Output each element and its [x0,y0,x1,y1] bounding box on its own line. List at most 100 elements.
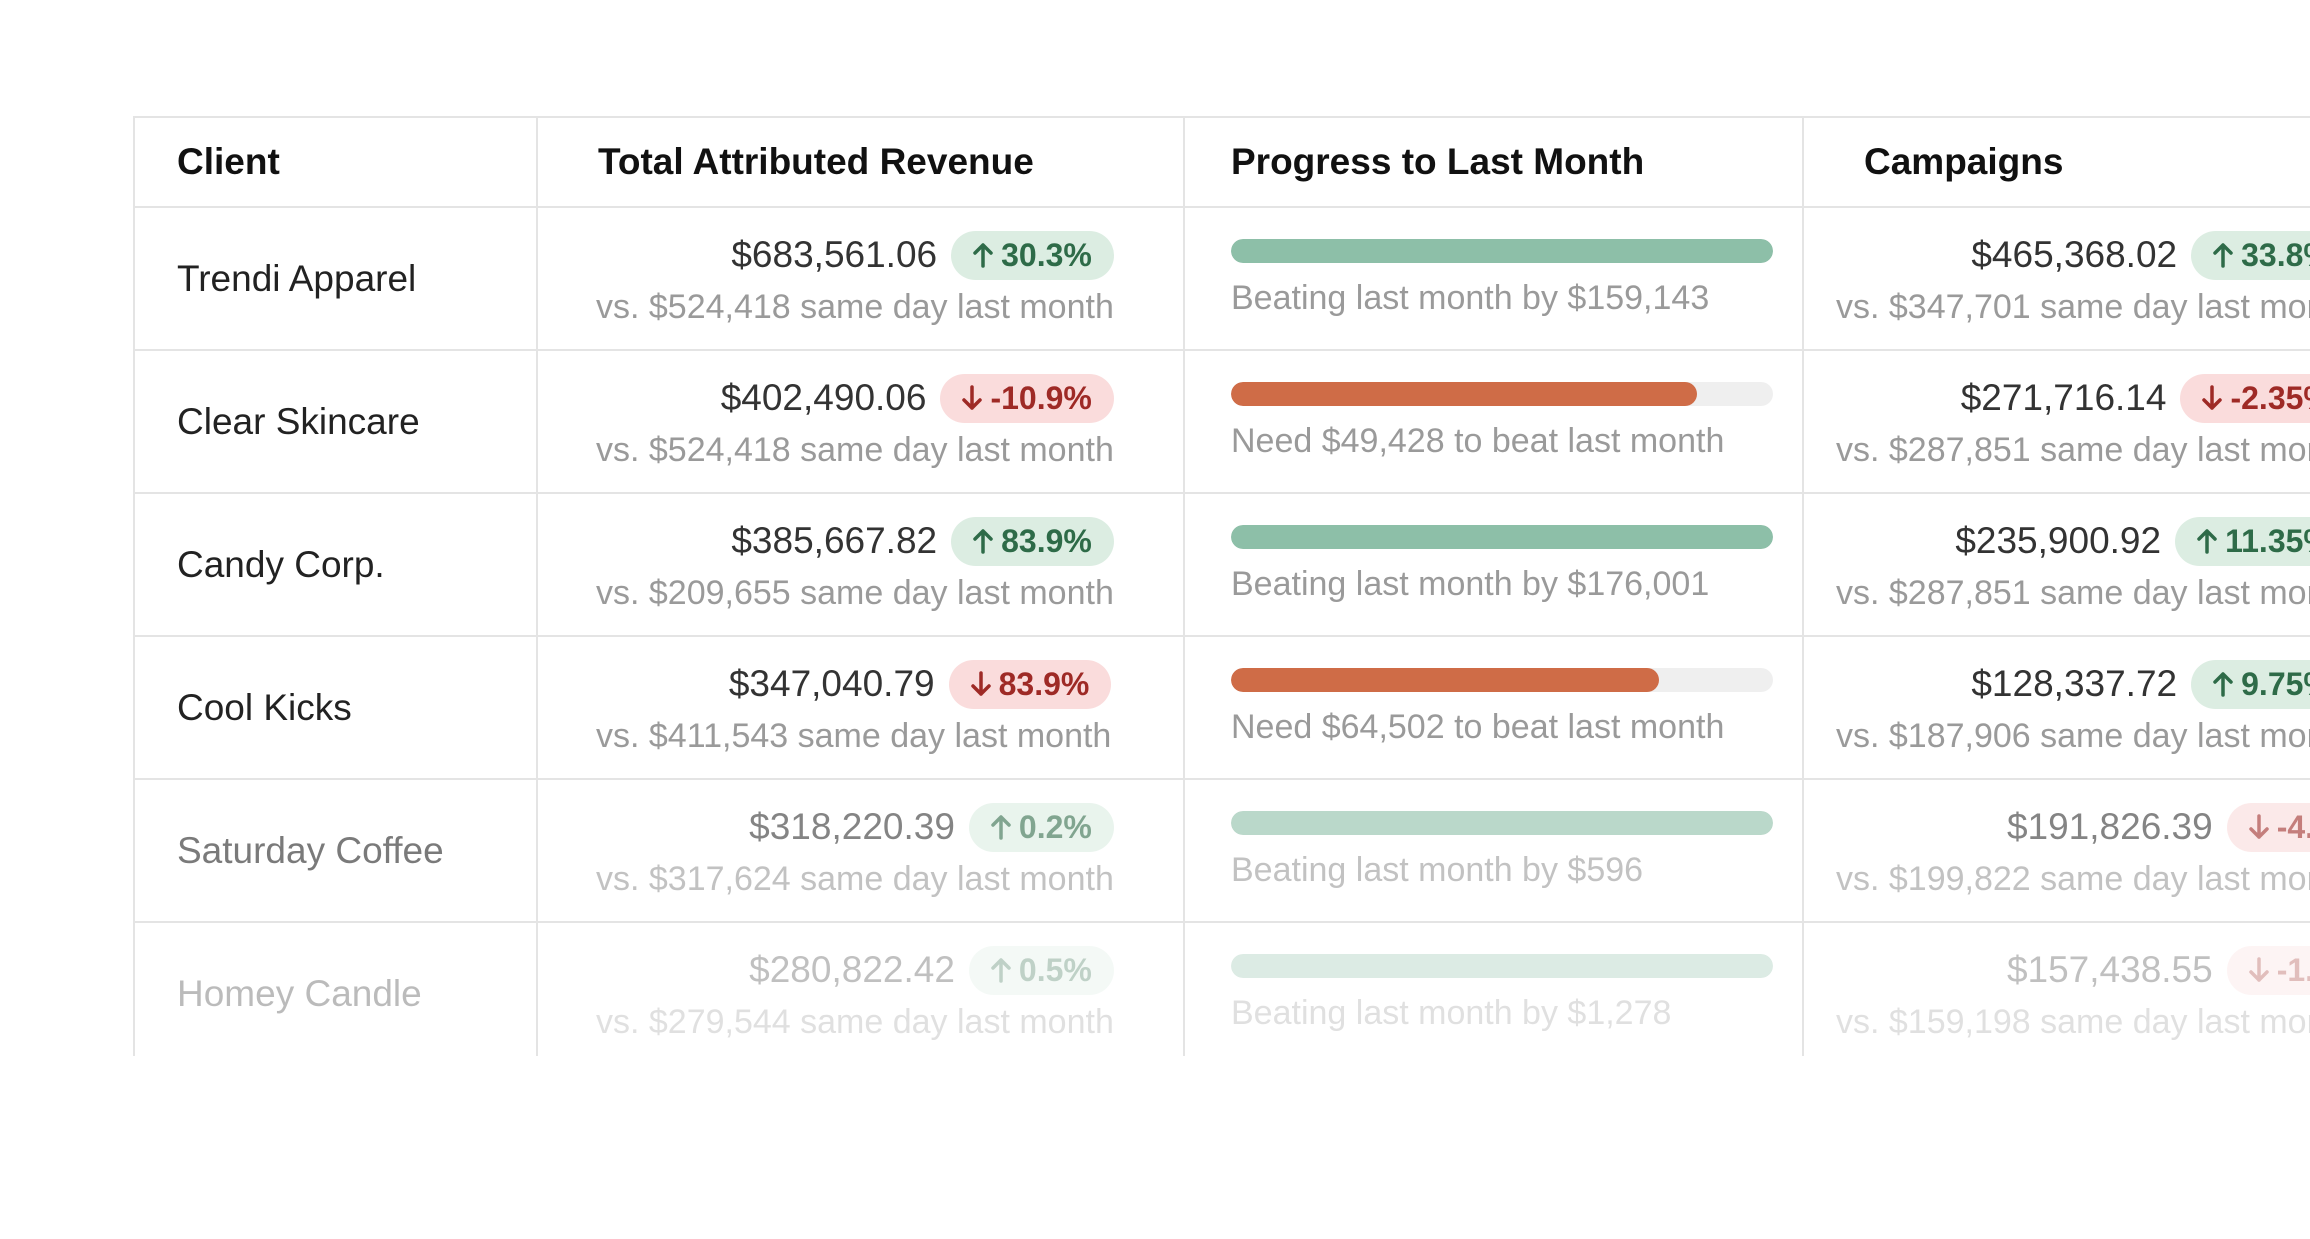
progress: Beating last month by $596 [1231,811,1801,890]
progress-fill [1231,382,1698,406]
trend-arrow [2248,814,2269,839]
trend-arrow [2202,385,2223,410]
change-badge: 33.8% [2191,230,2310,280]
client-table: Client Total Attributed Revenue Progress… [133,116,2310,1056]
metric-line: $191,826.39 -4.0 [2006,802,2310,852]
metric-stack: $271,716.14 -2.35% vs. $287,851 same day l… [1836,373,2310,470]
trend-arrow [970,671,991,696]
metric-stack: $402,490.06 -10.9% vs. $524,418 same day l… [596,373,1114,470]
change-badge: -1.1 [2226,945,2310,995]
comparison-text: vs. $317,624 same day last month [596,859,1114,898]
metric-line: $157,438.55 -1.1 [2006,945,2310,995]
change-text: -1.1 [2276,951,2310,988]
trend-arrow [973,243,993,268]
progress-fill [1231,954,1773,978]
campaigns-cell: $235,900.92 11.35% vs. $287,851 same day l… [1802,492,2310,637]
metric-value: $271,716.14 [1960,377,2167,418]
metric-line: $280,822.42 0.5% [749,945,1114,995]
client-name: Trendi Apparel [177,257,417,299]
change-text: 0.5% [1018,951,1092,988]
change-text: -10.9% [990,379,1092,416]
metric-value: $683,561.06 [731,234,938,275]
trend-arrow [2213,243,2233,268]
progress-track [1231,239,1773,263]
comparison-text: vs. $524,418 same day last month [596,287,1114,326]
progress-track [1231,668,1773,692]
metric-stack: $347,040.79 83.9% vs. $411,543 same day la… [596,659,1112,756]
progress-fill [1231,525,1773,549]
header-row: Client Total Attributed Revenue Progress… [133,116,2310,208]
progress: Need $64,502 to beat last month [1231,668,1801,747]
progress-cell: Beating last month by $176,001 [1183,492,1804,637]
progress-fill [1231,811,1773,835]
campaigns-cell: $191,826.39 -4.0 vs. $199,822 same day las… [1802,778,2310,923]
client-cell: Clear Skincare [133,349,538,494]
metric-value: $191,826.39 [2006,806,2213,847]
revenue-cell: $347,040.79 83.9% vs. $411,543 same day la… [536,635,1185,780]
table-row: Clear Skincare $402,490.06 -10.9% vs. $524,… [133,349,2310,494]
change-badge: 83.9% [951,516,1114,566]
revenue-cell: $318,220.39 0.2% vs. $317,624 same day las… [536,778,1185,923]
metric-value: $318,220.39 [749,806,955,847]
change-text: 11.35% [2225,522,2310,559]
campaigns-cell: $271,716.14 -2.35% vs. $287,851 same day l… [1802,349,2310,494]
client-name: Cool Kicks [177,686,352,728]
client-name: Clear Skincare [177,400,420,442]
client-name: Homey Candle [177,972,422,1014]
progress-note: Beating last month by $176,001 [1231,565,1710,603]
progress-note: Beating last month by $596 [1231,851,1644,889]
change-badge: -10.9% [940,373,1114,423]
change-badge: 0.5% [968,945,1114,995]
trend-arrow [2197,529,2217,554]
table-body: Trendi Apparel $683,561.06 30.3% vs. $524,4… [133,206,2310,1056]
column-header: Total Attributed Revenue [536,116,1185,208]
progress: Beating last month by $159,143 [1231,239,1801,318]
client-cell: Cool Kicks [133,635,538,780]
progress-fill [1231,668,1660,692]
metric-value: $157,438.55 [2006,949,2213,990]
column-header: Campaigns [1802,116,2310,208]
change-badge: -4.0 [2226,802,2310,852]
comparison-text: vs. $159,198 same day last month [1836,1002,2310,1041]
table-row: Trendi Apparel $683,561.06 30.3% vs. $524,4… [133,206,2310,351]
client-cell: Candy Corp. [133,492,538,637]
change-badge: -2.35% [2180,373,2310,423]
progress-track [1231,954,1773,978]
progress-note: Need $49,428 to beat last month [1231,422,1725,460]
progress-track [1231,382,1773,406]
trend-arrow [991,815,1011,840]
revenue-cell: $402,490.06 -10.9% vs. $524,418 same day l… [536,349,1185,494]
metric-line: $128,337.72 9.75% [1971,659,2310,709]
change-text: 9.75% [2241,665,2310,702]
comparison-text: vs. $524,418 same day last month [596,430,1114,469]
trend-arrow [991,958,1011,983]
change-text: -4.0 [2276,808,2310,845]
metric-line: $318,220.39 0.2% [749,802,1114,852]
trend-arrow [973,529,993,554]
metric-line: $385,667.82 83.9% [731,516,1114,566]
change-text: 0.2% [1018,808,1092,845]
metric-value: $128,337.72 [1971,663,2178,704]
metric-line: $402,490.06 -10.9% [721,373,1114,423]
progress-note: Beating last month by $1,278 [1231,994,1672,1032]
change-text: 83.9% [1001,522,1092,559]
progress-note: Beating last month by $159,143 [1231,279,1710,317]
client-cell: Homey Candle [133,921,538,1056]
client-cell: Trendi Apparel [133,206,538,351]
change-badge: 0.2% [968,802,1114,852]
table-row: Saturday Coffee $318,220.39 0.2% vs. $317,6… [133,778,2310,923]
column-header: Client [133,116,538,208]
revenue-cell: $385,667.82 83.9% vs. $209,655 same day la… [536,492,1185,637]
metric-line: $683,561.06 30.3% [731,230,1114,280]
comparison-text: vs. $279,544 same day last month [596,1002,1114,1041]
table-container: Client Total Attributed Revenue Progress… [133,116,2310,1056]
progress-cell: Need $64,502 to beat last month [1183,635,1804,780]
campaigns-cell: $465,368.02 33.8% vs. $347,701 same day la… [1802,206,2310,351]
progress: Need $49,428 to beat last month [1231,382,1801,461]
table-row: Candy Corp. $385,667.82 83.9% vs. $209,655 … [133,492,2310,637]
change-badge: 9.75% [2191,659,2310,709]
change-text: -2.35% [2230,379,2310,416]
metric-stack: $235,900.92 11.35% vs. $287,851 same day l… [1836,516,2310,613]
progress-fill [1231,239,1773,263]
metric-value: $385,667.82 [731,520,938,561]
